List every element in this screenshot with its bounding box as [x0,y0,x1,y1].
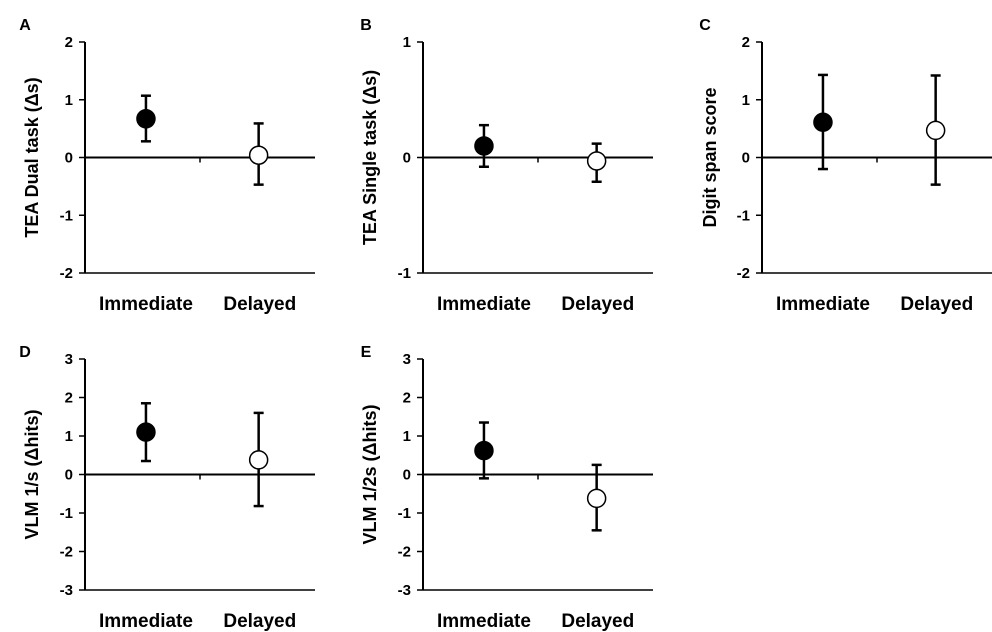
data-point [474,440,494,461]
y-tick-label: 1 [65,428,73,445]
y-tick-label: -1 [60,207,73,224]
data-point [248,145,269,165]
x-category-label: Immediate [776,294,870,315]
y-tick-label: 0 [65,467,73,484]
y-tick-label: 2 [403,390,411,407]
y-tick-label: -2 [398,544,411,561]
y-axis-label: TEA Dual task (Δs) [22,77,42,237]
y-tick-label: 0 [742,150,750,167]
y-tick-label: 1 [65,92,73,109]
x-category-label: Delayed [223,294,296,315]
data-point [136,109,156,129]
data-point [925,120,946,141]
x-category-label: Delayed [900,294,973,315]
y-tick-label: -2 [60,265,73,282]
y-tick-label: 1 [403,428,411,445]
y-tick-label: 0 [65,150,73,167]
y-tick-label: -2 [737,265,750,282]
y-tick-label: 0 [403,467,411,484]
y-tick-label: -1 [737,207,750,224]
data-point [586,151,607,171]
y-axis-label: Digit span score [700,87,720,227]
data-point [136,422,156,442]
data-point [586,488,607,509]
y-tick-label: 1 [403,34,411,51]
y-tick-label: 2 [65,34,73,51]
chart-panel-c: C 2 1 0 -1 -2 Immediate Delayed Digit span score [699,17,992,315]
y-tick-label: -3 [60,582,73,599]
data-point [474,136,494,156]
y-tick-label: -1 [398,265,411,282]
panel-letter: A [19,17,31,34]
chart-panel-d: D 3 2 1 0 -1 -2 -3 Immediate Delayed VLM 1/s (Δhit… [19,344,315,632]
y-tick-label: 2 [65,390,73,407]
y-axis-label: VLM 1/s (Δhits) [22,410,42,540]
y-tick-label: 3 [65,351,73,368]
y-tick-label: -1 [398,505,411,522]
y-tick-label: 0 [403,150,411,167]
panel-letter: C [699,17,711,34]
data-point [248,450,269,470]
y-tick-label: 3 [403,351,411,368]
chart-panel-e: E 3 2 1 0 -1 -2 -3 Immediate Delayed VLM 1/2s (Δhi… [360,344,653,632]
x-category-label: Delayed [561,294,634,315]
chart-panel-a: A 2 1 0 -1 -2 Immediate Delayed TEA Dual task (Δ… [19,17,315,315]
x-category-label: Immediate [437,294,531,315]
x-category-label: Delayed [223,611,296,632]
panel-letter: D [19,344,31,361]
x-category-label: Immediate [99,611,193,632]
y-tick-label: -3 [398,582,411,599]
y-tick-label: -2 [60,544,73,561]
y-axis-label: VLM 1/2s (Δhits) [360,405,380,545]
x-category-label: Delayed [561,611,634,632]
y-tick-label: 2 [742,34,750,51]
panel-letter: B [360,17,372,34]
x-category-label: Immediate [99,294,193,315]
y-tick-label: 1 [742,92,750,109]
y-axis-label: TEA Single task (Δs) [360,70,380,245]
data-point [813,112,833,133]
panel-letter: E [361,344,372,361]
x-category-label: Immediate [437,611,531,632]
chart-panel-b: B 1 0 -1 Immediate Delayed TEA Single task (Δs… [360,17,653,315]
y-tick-label: -1 [60,505,73,522]
